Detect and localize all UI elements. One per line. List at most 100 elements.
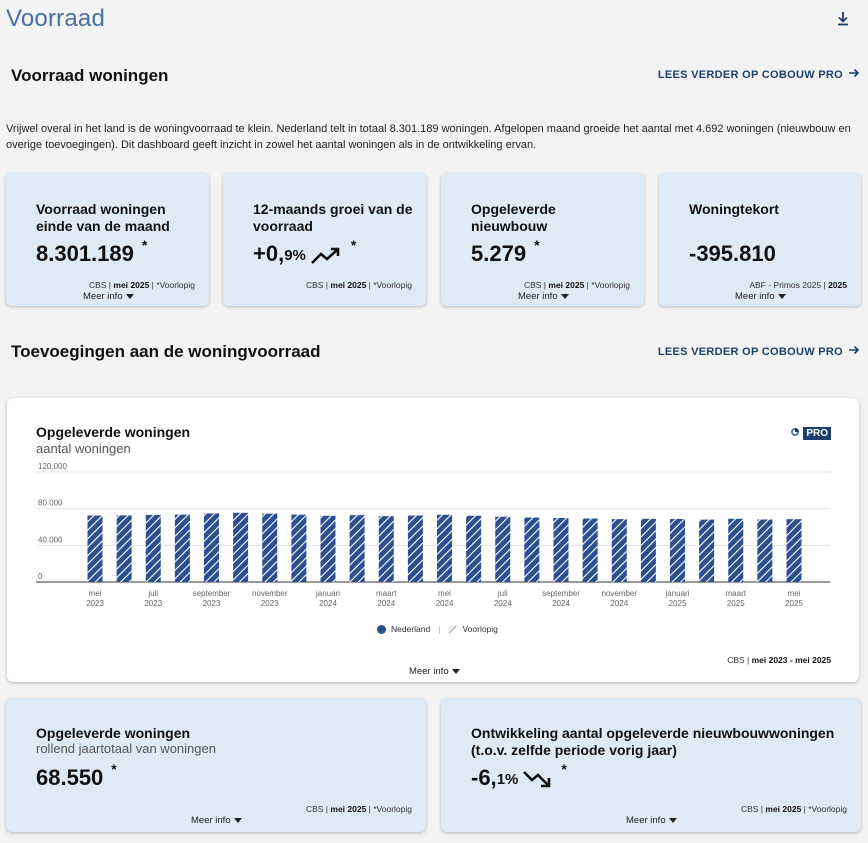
kpi-star: * — [350, 237, 357, 253]
chart-bar[interactable] — [553, 518, 569, 582]
x-tick-label: 2025 — [669, 599, 687, 608]
chart-bar[interactable] — [670, 518, 685, 582]
kpi-title: Opgeleverde nieuwbouw — [471, 201, 556, 234]
x-tick-label: september — [193, 589, 231, 598]
chart-bar[interactable] — [640, 518, 656, 582]
kpi-value-number: -395.810 — [689, 241, 776, 266]
x-tick-label: 2024 — [610, 599, 628, 608]
chart-bar[interactable] — [320, 515, 336, 582]
kpi-source: CBS | mei 2025 | *Voorlopig — [88, 280, 195, 290]
x-tick-label: 2024 — [552, 599, 570, 608]
x-tick-label: 2023 — [86, 599, 104, 608]
lees-verder-link[interactable]: LEES VERDER OP COBOUW PRO — [658, 68, 860, 81]
legend-swatch-voorlopig — [448, 624, 458, 634]
chart-bar[interactable] — [611, 519, 627, 582]
legend-label-nederland[interactable]: Nederland — [391, 624, 431, 634]
pro-badge: PRO — [790, 424, 831, 442]
kpi-source: ABF - Primos 2025 | 2025 — [749, 280, 847, 290]
chart-bar[interactable] — [757, 519, 773, 582]
chart-bar[interactable] — [233, 512, 249, 582]
x-tick-label: 2024 — [494, 599, 512, 608]
chart-bar[interactable] — [145, 514, 161, 582]
chart-title: Opgeleverde woningen — [36, 424, 191, 440]
kpi-value-pct: 9% — [284, 247, 306, 264]
chart-bar[interactable] — [495, 516, 511, 582]
chart-bar[interactable] — [116, 515, 132, 582]
page-title: Voorraad — [6, 5, 106, 32]
chart-legend: Nederland | Voorlopig — [377, 624, 498, 634]
chart-bar[interactable] — [437, 514, 452, 582]
trend-up-icon — [310, 245, 343, 271]
lees-verder-label: LEES VERDER OP COBOUW PRO — [657, 345, 843, 358]
x-tick-label: september — [542, 589, 580, 598]
kpi-value-pct: 1% — [496, 771, 519, 788]
kpi-source: CBS | mei 2025 | *Voorlopig — [305, 280, 412, 290]
arrow-right-icon — [849, 68, 860, 81]
card-ontwikkeling: Ontwikkeling aantal opgeleverde nieuwbou… — [441, 698, 861, 832]
chart-bar[interactable] — [407, 515, 423, 582]
chart-bar[interactable] — [699, 519, 715, 582]
download-icon[interactable] — [836, 11, 850, 27]
kpi-subtitle: rollend jaartotaal van woningen — [36, 741, 216, 756]
chart-bar[interactable] — [378, 516, 394, 582]
chart-bar[interactable] — [728, 518, 744, 582]
chart-bar[interactable] — [291, 514, 307, 582]
chart-bar[interactable] — [174, 514, 190, 582]
chart-bar[interactable] — [466, 515, 482, 582]
section-title-toevoegingen: Toevoegingen aan de woningvoorraad — [11, 342, 321, 361]
caret-down-icon — [451, 669, 460, 674]
kpi-source: CBS | mei 2025 | *Voorlopig — [523, 280, 630, 290]
card-opgeleverde-jaartotaal: Opgeleverde woningen rollend jaartotaal … — [6, 698, 426, 832]
x-tick-label: mei — [89, 589, 102, 598]
meer-info-button[interactable]: Meer info — [409, 666, 460, 677]
chart-bar[interactable] — [786, 519, 802, 582]
y-tick-label: 40.000 — [38, 535, 63, 544]
meer-info-button[interactable]: Meer info — [735, 291, 786, 302]
chart-bar[interactable] — [582, 518, 598, 582]
legend-swatch-nederland — [377, 624, 386, 634]
x-tick-label: 2024 — [436, 599, 454, 608]
kpi-value: -6, 1% * — [471, 761, 567, 795]
kpi-value: -395.810 — [689, 241, 776, 267]
chart-card: Opgeleverde woningen aantal woningen PRO… — [7, 398, 859, 682]
cobouw-logo-icon — [790, 424, 800, 442]
x-tick-label: 2025 — [785, 599, 803, 608]
kpi-card-voorraad: Voorraad woningen einde van de maand 8.3… — [6, 173, 209, 306]
kpi-star: * — [534, 237, 540, 253]
x-tick-label: januari — [664, 589, 689, 598]
lees-verder-link-2[interactable]: LEES VERDER OP COBOUW PRO — [658, 345, 860, 358]
kpi-title: Woningtekort — [689, 201, 779, 217]
x-tick-label: mei — [438, 589, 451, 598]
chart-bar[interactable] — [524, 517, 540, 582]
legend-label-voorlopig[interactable]: Voorlopig — [462, 624, 498, 634]
kpi-card-groei: 12-maands groei van de voorraad +0, 9% *… — [223, 173, 426, 306]
chart-bar[interactable] — [87, 515, 103, 582]
x-tick-label: 2023 — [144, 599, 162, 608]
x-tick-label: 2023 — [203, 599, 221, 608]
kpi-value: 5.279 * — [471, 237, 540, 267]
kpi-star: * — [561, 761, 567, 777]
x-tick-label: juli — [147, 589, 158, 598]
x-tick-label: juli — [497, 589, 508, 598]
meer-info-button[interactable]: Meer info — [518, 291, 569, 302]
x-tick-label: 2025 — [727, 599, 745, 608]
kpi-card-woningtekort: Woningtekort -395.810 ABF - Primos 2025 … — [659, 173, 861, 306]
x-tick-label: januari — [315, 589, 340, 598]
chart-subtitle: aantal woningen — [36, 441, 131, 456]
meer-info-button[interactable]: Meer info — [626, 815, 677, 826]
meer-info-button[interactable]: Meer info — [191, 815, 242, 826]
y-tick-label: 80.000 — [38, 499, 63, 508]
x-tick-label: 2024 — [319, 599, 337, 608]
kpi-source: CBS | mei 2025 | *Voorlopig — [305, 804, 412, 814]
caret-down-icon — [777, 294, 786, 299]
kpi-value: 68.550 * — [36, 761, 117, 791]
chart-bar[interactable] — [262, 513, 278, 582]
meer-info-button[interactable]: Meer info — [83, 291, 134, 302]
caret-down-icon — [560, 294, 569, 299]
lees-verder-label: LEES VERDER OP COBOUW PRO — [657, 68, 843, 81]
chart-bar[interactable] — [204, 513, 219, 582]
kpi-title: 12-maands groei van de voorraad — [253, 201, 413, 234]
x-tick-label: november — [252, 589, 288, 598]
kpi-card-nieuwbouw: Opgeleverde nieuwbouw 5.279 * CBS | mei … — [441, 173, 644, 306]
chart-bar[interactable] — [349, 515, 365, 582]
